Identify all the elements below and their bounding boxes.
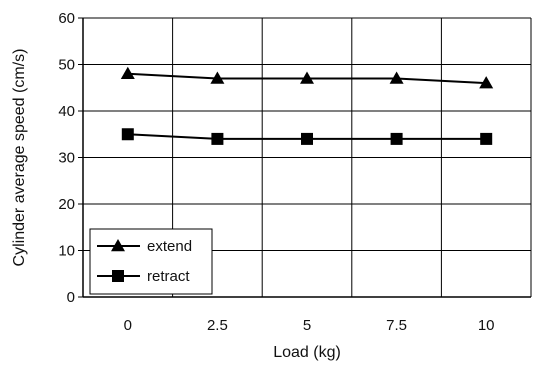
data-point-retract xyxy=(301,132,313,145)
data-point-extend xyxy=(300,71,314,84)
y-tick-label: 10 xyxy=(58,243,75,260)
x-tick-label: 5 xyxy=(303,317,311,334)
series-retract xyxy=(121,128,493,145)
x-tick-label: 0 xyxy=(124,317,132,334)
legend: extend retract xyxy=(89,228,213,295)
data-point-extend xyxy=(210,71,225,84)
data-point-extend xyxy=(120,66,135,80)
data-point-retract xyxy=(211,132,224,145)
data-point-retract xyxy=(480,132,493,145)
y-tick-label: 50 xyxy=(58,57,75,74)
legend-label: extend xyxy=(147,238,192,255)
data-point-retract xyxy=(390,132,403,145)
series-layer xyxy=(120,66,494,145)
legend-swatch-marker xyxy=(111,239,125,252)
label-layer: 0 10 20 30 40 50 60 0 2.5 5 7.5 10 xyxy=(58,10,494,334)
y-tick-label: 60 xyxy=(58,10,75,27)
legend-item-extend: extend xyxy=(97,238,192,255)
legend-items: extend retract xyxy=(97,238,192,285)
legend-swatch-marker xyxy=(112,270,124,282)
data-point-extend xyxy=(479,76,494,89)
y-tick-label: 0 xyxy=(67,289,75,306)
x-axis-title: Load (kg) xyxy=(273,344,341,361)
legend-frame xyxy=(89,228,213,295)
x-tick-label: 2.5 xyxy=(207,317,228,334)
axis-layer xyxy=(78,17,531,298)
x-tick-label: 7.5 xyxy=(386,317,407,334)
data-point-extend xyxy=(389,71,404,84)
data-point-retract xyxy=(121,128,134,141)
y-tick-label: 30 xyxy=(58,150,75,167)
y-tick-label: 20 xyxy=(58,196,75,213)
legend-label: retract xyxy=(147,268,190,285)
y-tick-label: 40 xyxy=(58,103,75,120)
x-tick-label: 10 xyxy=(478,317,495,334)
y-axis-title: Cylinder average speed (cm/s) xyxy=(11,49,28,267)
legend-item-retract: retract xyxy=(97,268,190,285)
series-extend xyxy=(120,66,494,89)
